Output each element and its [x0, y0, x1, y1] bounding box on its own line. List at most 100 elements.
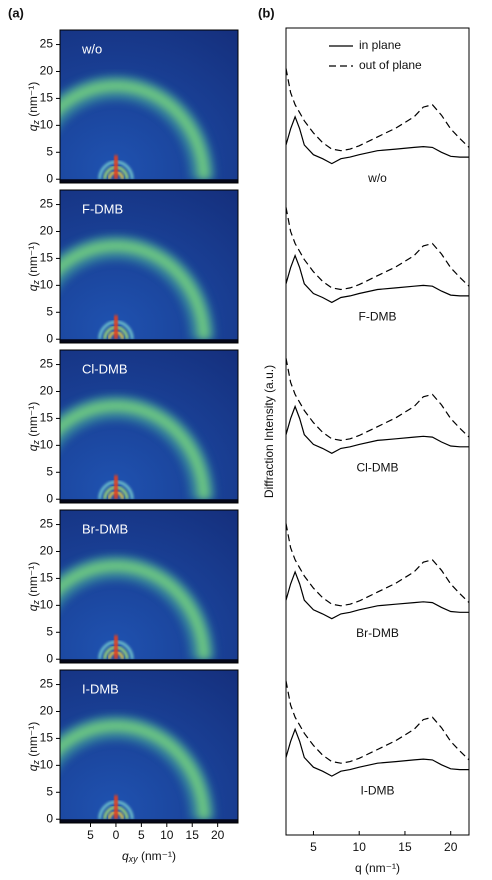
profile-line: [285, 357, 470, 442]
axis-unit: (nm⁻¹): [26, 562, 40, 600]
y-tick-label: 25: [40, 37, 54, 51]
axis-symbol: q: [122, 849, 129, 863]
legend-label: in plane: [359, 38, 401, 52]
y-tick-label: 25: [40, 357, 54, 371]
plot-frame: [285, 27, 470, 836]
axis-unit: (nm⁻¹): [26, 242, 40, 280]
axis-subscript: z: [31, 760, 41, 766]
axis-unit: (nm⁻¹): [138, 849, 176, 863]
y-axis-label: Diffraction Intensity (a.u.): [262, 365, 276, 498]
y-tick-label: 25: [40, 517, 54, 531]
x-tick-label: 5: [87, 828, 94, 842]
sample-label: Cl-DMB: [357, 461, 399, 475]
y-tick-label: 0: [46, 491, 53, 505]
frame: [59, 669, 239, 824]
frame: [59, 349, 239, 504]
y-tick-label: 20: [40, 384, 54, 398]
image: [60, 350, 238, 503]
profile-line: [285, 570, 469, 620]
y-tick-label: 25: [40, 197, 54, 211]
axis-label: qz (nm⁻¹): [26, 242, 41, 292]
y-tick-label: 0: [46, 651, 53, 665]
ring: [60, 560, 210, 660]
axis-subscript: z: [31, 120, 41, 126]
y-tick-label: 15: [40, 571, 54, 585]
horizon: [60, 499, 238, 503]
horizon: [60, 179, 238, 183]
beam: [113, 635, 118, 660]
y-tick-label: 15: [40, 411, 54, 425]
panel-label: I-DMB: [82, 681, 119, 696]
beam: [113, 315, 118, 340]
sample-label: w/o: [367, 171, 387, 185]
ring: [60, 80, 210, 180]
axis-label: qz (nm⁻¹): [26, 402, 41, 452]
y-tick-label: 15: [40, 251, 54, 265]
y-tick-label: 5: [46, 624, 53, 638]
profile-line: [285, 680, 470, 764]
y-tick-label: 5: [46, 464, 53, 478]
axis-label: qz (nm⁻¹): [26, 722, 41, 772]
y-tick-label: 10: [40, 758, 54, 772]
panel-label: F-DMB: [82, 201, 123, 216]
beam: [113, 795, 118, 820]
panel-b-title: (b): [258, 5, 275, 20]
beam: [113, 475, 118, 500]
frame: [59, 189, 239, 344]
y-tick-label: 5: [46, 784, 53, 798]
y-tick-label: 0: [46, 331, 53, 345]
frame: [59, 29, 239, 184]
axis-subscript: xy: [128, 854, 139, 864]
y-tick-label: 10: [40, 438, 54, 452]
legend-label: out of plane: [359, 58, 422, 72]
panel-a-title: (a): [8, 5, 24, 20]
image: [60, 190, 238, 343]
profile-line: [285, 115, 469, 165]
panel-label: Cl-DMB: [82, 361, 128, 376]
sample-label: Br-DMB: [356, 626, 399, 640]
profile-line: [285, 207, 470, 291]
x-tick-label: 15: [398, 840, 412, 854]
x-tick-label: 10: [353, 840, 367, 854]
image: [60, 30, 238, 183]
axis-unit: (nm⁻¹): [26, 402, 40, 440]
y-tick-label: 5: [46, 144, 53, 158]
frame: [59, 509, 239, 664]
ring: [60, 720, 210, 820]
x-tick-label: 20: [444, 840, 458, 854]
x-tick-label: 10: [160, 828, 174, 842]
axis-symbol: q: [26, 444, 40, 451]
ring: [60, 400, 210, 500]
y-tick-label: 10: [40, 598, 54, 612]
profile-line: [285, 404, 469, 454]
x-tick-label: 5: [138, 828, 145, 842]
y-tick-label: 10: [40, 118, 54, 132]
profile-line: [285, 68, 470, 152]
panel-label: w/o: [81, 41, 102, 56]
horizon: [60, 339, 238, 343]
y-tick-label: 15: [40, 91, 54, 105]
image: [60, 510, 238, 663]
sample-label: F-DMB: [359, 310, 397, 324]
y-tick-label: 15: [40, 731, 54, 745]
axis-label: qz (nm⁻¹): [26, 82, 41, 132]
horizon: [60, 659, 238, 663]
ring: [60, 240, 210, 340]
y-tick-label: 20: [40, 224, 54, 238]
x-tick-label: 0: [113, 828, 120, 842]
axis-symbol: q: [26, 124, 40, 131]
profile-line: [285, 253, 469, 304]
x-tick-label: 15: [186, 828, 200, 842]
y-tick-label: 20: [40, 64, 54, 78]
profile-line: [285, 523, 470, 607]
axis-subscript: z: [31, 440, 41, 446]
image: [60, 670, 238, 823]
axis-unit: (nm⁻¹): [26, 722, 40, 760]
y-tick-label: 0: [46, 171, 53, 185]
axis-symbol: q: [26, 604, 40, 611]
axis-unit: (nm⁻¹): [26, 82, 40, 120]
axis-symbol: q: [26, 764, 40, 771]
y-tick-label: 10: [40, 278, 54, 292]
y-tick-label: 0: [46, 811, 53, 825]
sample-label: I-DMB: [361, 783, 395, 797]
